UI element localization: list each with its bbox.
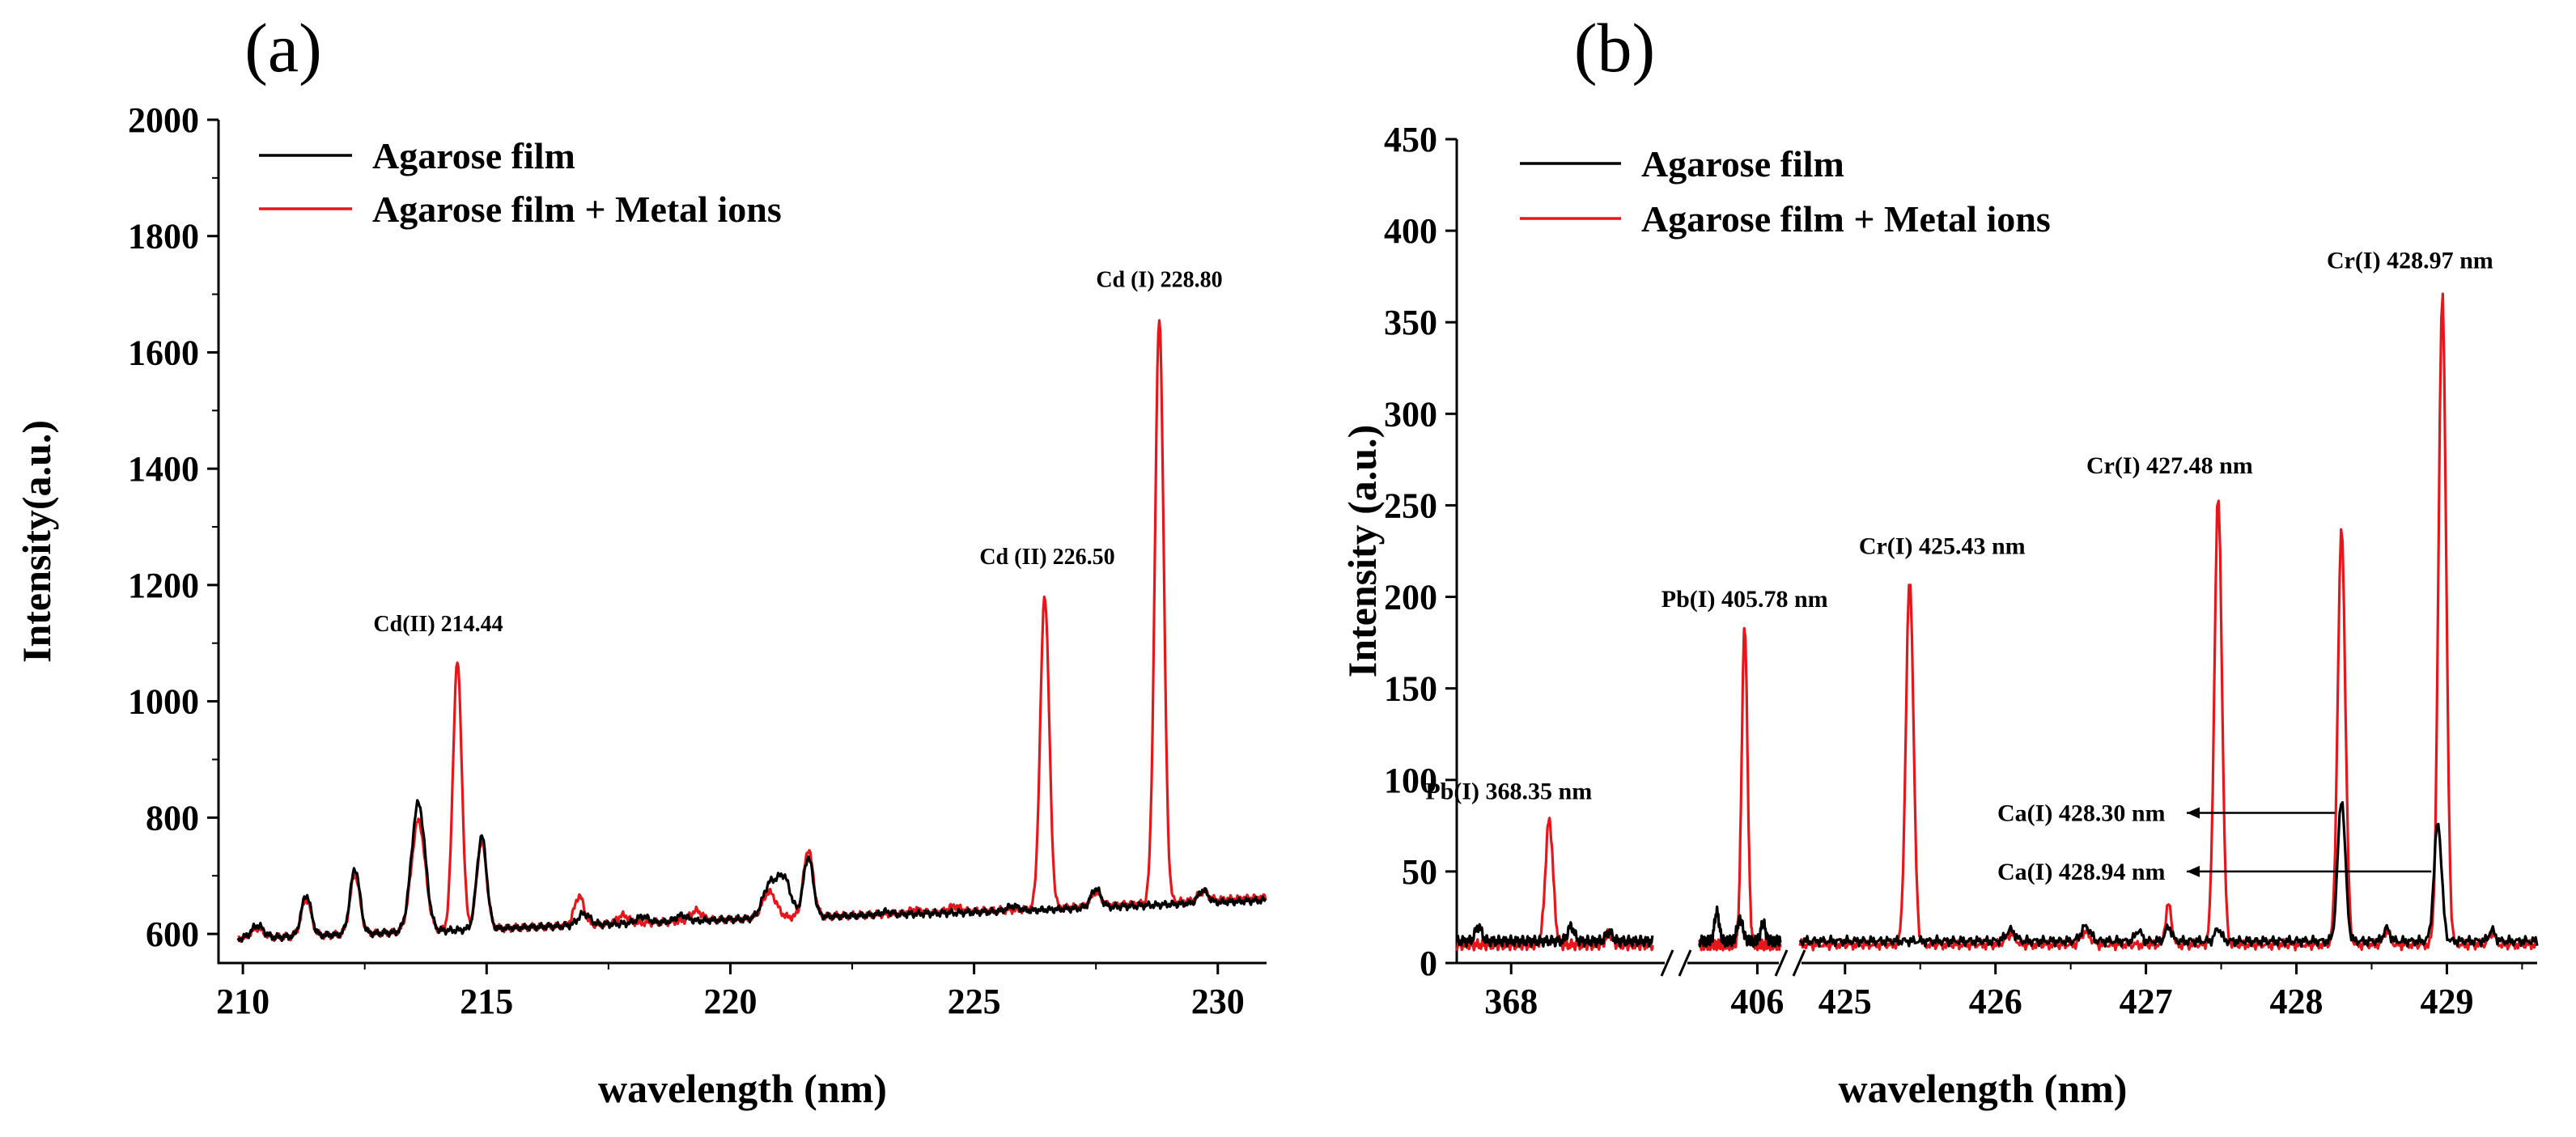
- axis-break-mark: [1774, 949, 1789, 977]
- x-axis-title-a: wavelength (nm): [598, 1066, 887, 1111]
- ytick-label-a: 1200: [128, 566, 199, 605]
- xtick-label-a: 220: [703, 982, 757, 1021]
- xtick-label-b: 426: [1969, 982, 2022, 1021]
- ytick-label-b: 350: [1384, 303, 1437, 342]
- peak-annotation-a: Cd (II) 226.50: [979, 545, 1114, 570]
- xtick-label-b: 368: [1484, 982, 1538, 1021]
- ytick-label-a: 1800: [128, 217, 199, 257]
- series-line-agarose-metal-ions-b: [1455, 817, 1654, 952]
- ytick-label-a: 1600: [128, 333, 199, 372]
- axis-break-mark: [1660, 949, 1674, 977]
- ytick-label-b: 300: [1384, 394, 1437, 434]
- peak-annotation-b: Ca(I) 428.94 nm: [1997, 859, 2166, 885]
- y-axis-title-a: Intensity(a.u.): [14, 420, 59, 663]
- series-line-agarose-film-b: [1798, 800, 2539, 948]
- axis-break-gap: [1665, 958, 1687, 968]
- ytick-label-b: 0: [1420, 944, 1437, 983]
- ytick-label-b: 400: [1384, 211, 1437, 251]
- peak-annotation-a: Cd (I) 228.80: [1096, 267, 1222, 292]
- xtick-label-b: 406: [1730, 982, 1784, 1021]
- ytick-label-a: 800: [146, 798, 199, 838]
- ytick-label-b: 150: [1384, 669, 1437, 709]
- axis-break-mark: [1792, 949, 1806, 977]
- ytick-label-b: 100: [1384, 761, 1437, 800]
- series-line-agarose-film-b: [1455, 921, 1654, 948]
- annotation-arrow-head: [2187, 865, 2200, 877]
- series-line-agarose-metal-ions-b: [1698, 626, 1782, 952]
- axes-a: [217, 120, 1267, 965]
- xtick-label-a: 225: [948, 982, 1001, 1021]
- peak-annotation-a: Cd(II) 214.44: [373, 612, 503, 637]
- peak-annotation-b: Cr(I) 425.43 nm: [1859, 533, 2026, 560]
- panel-label-a: (a): [244, 9, 321, 87]
- xtick-label-b: 425: [1818, 982, 1872, 1021]
- legend-entry-a: Agarose film + Metal ions: [372, 189, 782, 230]
- ytick-label-a: 600: [146, 914, 199, 954]
- xtick-label-a: 230: [1191, 982, 1245, 1021]
- ytick-label-b: 50: [1402, 852, 1437, 892]
- xtick-label-a: 210: [216, 982, 269, 1021]
- peak-annotation-b: Pb(I) 405.78 nm: [1661, 586, 1828, 613]
- legend-entry-a: Agarose film: [372, 135, 575, 176]
- ytick-label-a: 1000: [128, 682, 199, 722]
- legend-entry-b: Agarose film: [1641, 143, 1844, 185]
- peak-annotation-b: Ca(I) 428.30 nm: [1997, 800, 2166, 826]
- axis-break-gap: [1779, 958, 1802, 968]
- legend-entry-b: Agarose film + Metal ions: [1641, 198, 2051, 240]
- axis-break-mark: [1678, 949, 1692, 977]
- ytick-label-b: 450: [1384, 120, 1437, 159]
- series-line-agarose-film-b: [1698, 905, 1782, 948]
- ytick-label-b: 250: [1384, 486, 1437, 525]
- series-line-agarose-metal-ions-b: [1798, 292, 2538, 952]
- peak-annotation-b: Cr(I) 428.97 nm: [2327, 248, 2493, 274]
- ytick-label-b: 200: [1384, 578, 1437, 617]
- peak-annotation-b: Pb(I) 368.35 nm: [1425, 779, 1592, 805]
- y-axis-title-b: Intensity (a.u.): [1339, 425, 1385, 678]
- series-line-agarose-film-a: [236, 799, 1267, 943]
- xtick-label-b: 429: [2420, 982, 2473, 1021]
- x-axis-title-b: wavelength (nm): [1839, 1066, 2128, 1111]
- ytick-label-a: 2000: [128, 100, 199, 140]
- annotation-arrow-head: [2187, 807, 2200, 819]
- xtick-label-b: 428: [2270, 982, 2323, 1021]
- peak-annotation-b: Cr(I) 427.48 nm: [2086, 452, 2253, 479]
- panel-label-b: (b): [1574, 9, 1655, 87]
- ytick-label-a: 1400: [128, 449, 199, 489]
- xtick-label-b: 427: [2120, 982, 2173, 1021]
- xtick-label-a: 215: [460, 982, 513, 1021]
